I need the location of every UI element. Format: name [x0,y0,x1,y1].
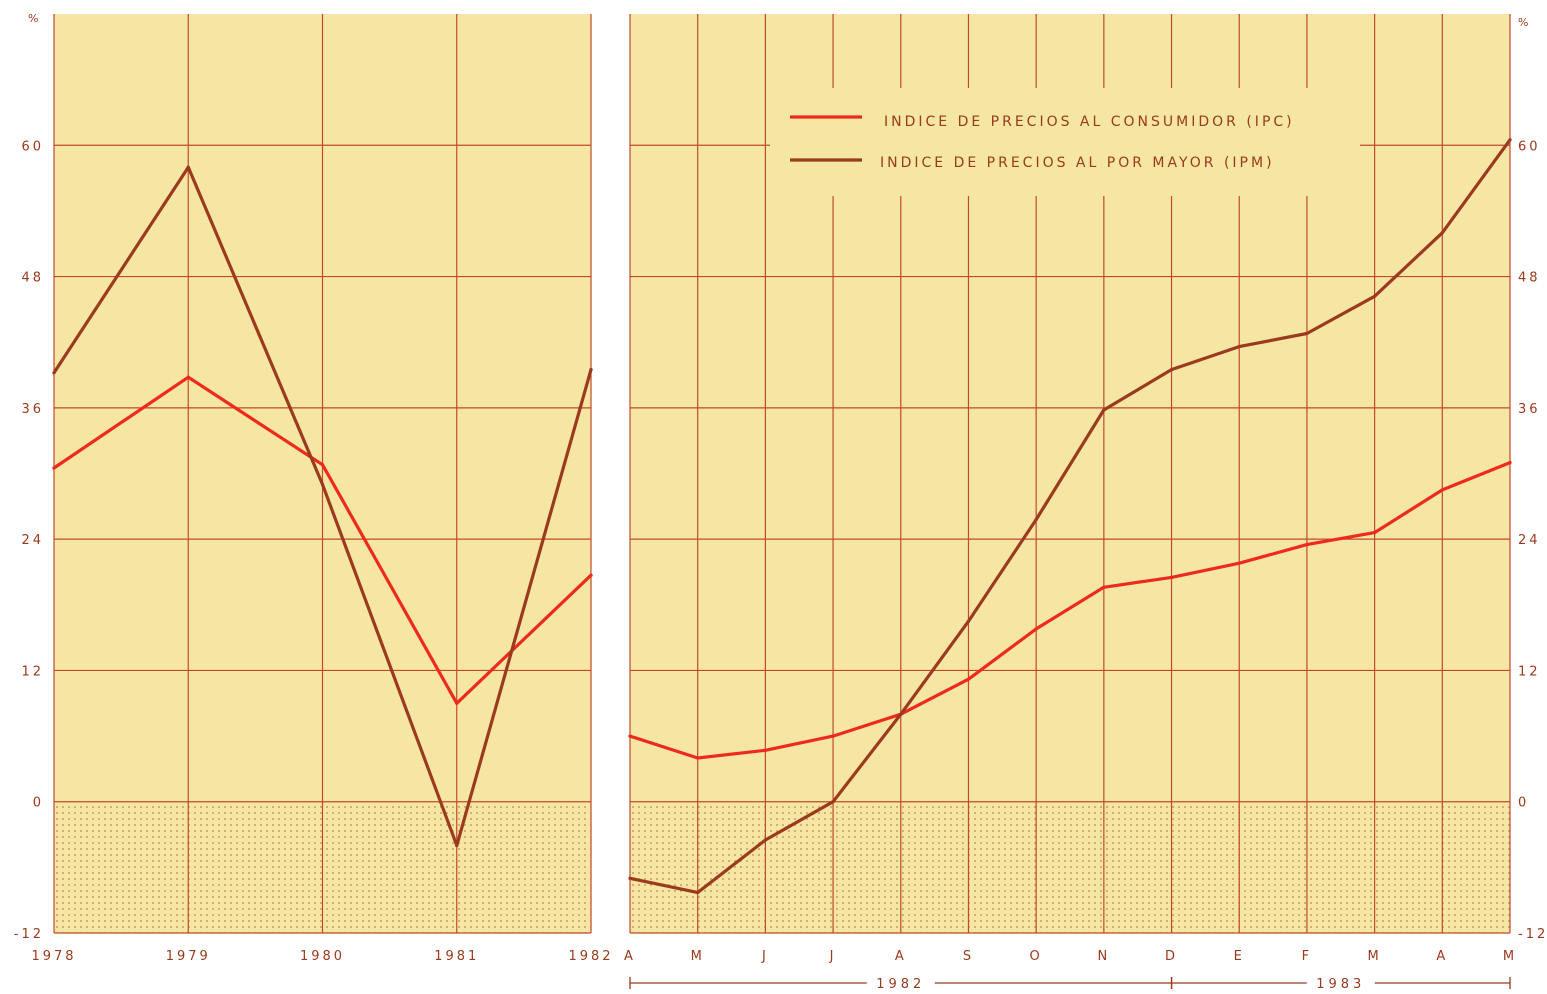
ipc-point [763,748,767,752]
ipm-point [763,838,767,842]
ipm-point [589,367,593,372]
ipc-point [1034,627,1038,631]
ipc-point [966,677,971,681]
ipc-point [1373,530,1377,535]
ipc-point [628,734,632,738]
x-tick-label: 1982 [568,949,613,964]
y-tick-label: 0 [1518,796,1529,811]
y-tick-label: 36 [1518,402,1541,417]
x-tick-label: J [761,949,769,964]
x-tick-label: N [1097,949,1110,964]
ipm-point [1305,331,1309,336]
legend-ipm-label: INDICE DE PRECIOS AL POR MAYOR (IPM) [880,155,1275,171]
x-tick-label: J [829,949,837,964]
ipm-point [186,165,190,169]
ipc-point [455,701,459,705]
y-tick-label: -12 [1518,927,1547,942]
ipc-point [696,756,700,760]
ipm-point [628,876,632,880]
ipc-point [589,573,593,577]
y-tick-label: 24 [21,533,44,548]
x-tick-label: A [1436,949,1448,964]
ipm-point [1373,294,1377,298]
ipm-point [831,800,835,804]
ipc-point [1237,561,1241,565]
x-tick-label: 1981 [434,949,479,964]
x-tick-label: A [624,949,636,964]
ipc-point [1508,460,1512,465]
left-axis-ticks: -12 0 12 24 36 48 60 [14,139,44,942]
ipm-point [52,371,56,375]
ipm-point [1169,367,1174,372]
y-tick-label: 12 [21,664,44,679]
ipm-point [899,712,903,716]
x-tick-label: S [963,949,974,964]
x-tick-label: E [1234,949,1245,964]
ipc-point [186,375,190,379]
right-axis-ticks: -12 0 12 24 36 48 60 [1518,139,1547,942]
ipm-point [455,843,459,848]
right-negative-region [630,801,1510,933]
x-tick-label: A [895,949,907,964]
y-tick-label: -12 [14,927,44,942]
x-tick-label: 1979 [166,949,211,964]
y-tick-label: 24 [1518,533,1541,548]
legend-ipc-label: INDICE DE PRECIOS AL CONSUMIDOR (IPC) [884,114,1295,130]
right-unit-label: % [1518,16,1528,29]
ipm-line [628,138,1512,895]
left-x-tick-labels: 1978 1979 1980 1981 1982 [31,949,613,964]
ipm-point [966,619,971,623]
left-series [52,165,593,848]
x-tick-label: M [691,949,705,964]
year-span-label: 1982 [876,977,925,992]
x-tick-label: D [1165,949,1178,964]
ipm-point [1237,344,1241,349]
ipc-line [628,461,1512,760]
y-tick-label: 48 [1518,271,1541,286]
y-tick-label: 12 [1518,664,1541,679]
ipm-point [1034,517,1038,522]
x-tick-label: M [1368,949,1382,964]
ipm-point [696,890,700,895]
year-span-brackets: 1982 1983 [629,977,1511,992]
ipm-point [1508,138,1512,142]
x-tick-label: F [1302,949,1312,964]
y-tick-label: 36 [21,402,44,417]
legend-box [770,88,1360,196]
x-tick-label: O [1030,949,1043,964]
ipc-point [1440,488,1444,492]
ipc-point [1169,575,1174,580]
ipm-point [1102,408,1106,412]
ipm-point [1440,231,1444,235]
year-span-label: 1983 [1316,977,1365,992]
ipc-point [320,463,325,467]
ipc-point [52,466,56,470]
x-tick-label: M [1503,949,1517,964]
ipm-point [320,482,325,487]
ipc-point [1102,585,1106,589]
y-tick-label: 60 [1518,139,1541,154]
y-tick-label: 60 [21,139,44,154]
x-tick-label: 1980 [300,949,345,964]
y-tick-label: 48 [21,271,44,286]
ipc-point [1305,543,1309,547]
x-tick-label: 1978 [31,949,76,964]
ipc-point [831,734,835,738]
y-tick-label: 0 [33,796,44,811]
right-series [628,138,1512,895]
left-unit-label: % [28,12,38,25]
